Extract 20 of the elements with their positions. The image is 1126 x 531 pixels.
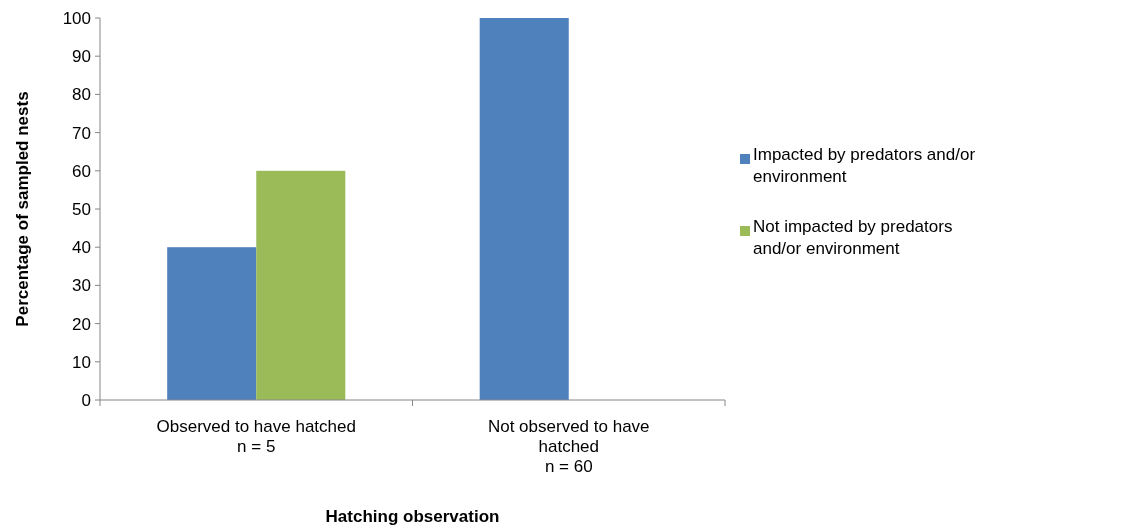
bar [256,170,346,400]
bar [479,18,569,400]
x-axis-title: Hatching observation [325,507,500,526]
y-tick-label: 50 [72,199,91,219]
y-tick-label: 10 [72,352,91,372]
y-tick-label: 30 [72,276,91,296]
y-tick-label: 90 [72,47,91,67]
x-tick-label: Not observed to have hatched n = 60 [487,417,650,476]
y-tick-label: 100 [62,8,91,28]
x-tick-label: Observed to have hatched n = 5 [156,417,356,456]
y-tick-label: 0 [81,390,91,410]
y-axis-title: Percentage of sampled nests [13,91,32,327]
y-tick-label: 40 [72,238,91,258]
y-tick-label: 60 [72,161,91,181]
bar [167,247,257,400]
y-tick-label: 80 [72,85,91,105]
y-tick-label: 20 [72,314,91,334]
legend-label: Impacted by predators and/or environment [753,145,976,186]
y-tick-label: 70 [72,123,91,143]
legend-label: Not impacted by predators and/or environment [753,217,953,258]
